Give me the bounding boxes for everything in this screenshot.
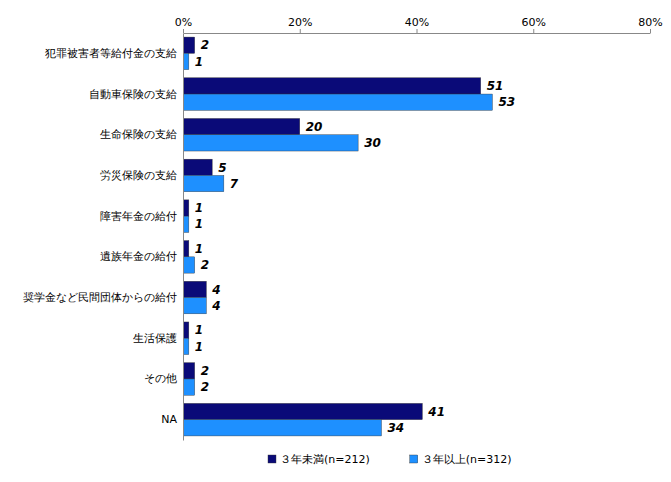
tick: 労災保険の支給 — [100, 169, 183, 182]
data-label: 4 — [211, 299, 220, 313]
data-label: 2 — [201, 258, 209, 272]
category-label: 犯罪被害者等給付金の支給 — [45, 47, 177, 60]
tick: 奨学金など民間団体からの給付 — [23, 291, 183, 304]
data-label: 1 — [195, 340, 203, 354]
category-label: 生命保険の支給 — [100, 128, 177, 141]
tick-mark — [650, 29, 651, 33]
data-label: 2 — [201, 364, 209, 378]
bars — [183, 37, 492, 436]
tick-label: 0% — [175, 16, 192, 29]
data-label: 20 — [306, 120, 323, 134]
tick: 60% — [522, 16, 546, 33]
data-label: 30 — [364, 136, 381, 150]
bar — [183, 257, 195, 273]
tick: その他 — [144, 372, 183, 385]
category-label: 自動車保険の支給 — [89, 88, 177, 101]
tick: NA — [161, 413, 183, 426]
tick-mark — [183, 29, 184, 33]
axis-line — [183, 34, 184, 441]
axis-line — [184, 33, 651, 34]
data-label: 2 — [201, 380, 209, 394]
bar — [183, 298, 206, 314]
tick: 生命保険の支給 — [100, 128, 183, 141]
tick: 遺族年金の給付 — [100, 250, 183, 263]
legend-label: ３年未満(n=212) — [280, 453, 370, 466]
tick-label: 80% — [638, 16, 662, 29]
bar — [183, 78, 481, 94]
y-axis: 犯罪被害者等給付金の支給自動車保険の支給生命保険の支給労災保険の支給障害年金の給… — [23, 34, 184, 441]
legend-item: ３年未満(n=212) — [268, 453, 370, 466]
category-label: 生活保護 — [133, 332, 177, 345]
tick-label: 40% — [405, 16, 429, 29]
tick-label: 20% — [288, 16, 312, 29]
data-label: 4 — [211, 283, 220, 297]
tick: 自動車保険の支給 — [89, 88, 183, 101]
tick: 犯罪被害者等給付金の支給 — [45, 47, 183, 60]
bar — [183, 159, 212, 175]
category-label: NA — [161, 413, 177, 426]
tick: 80% — [638, 16, 662, 33]
data-label: 2 — [201, 38, 209, 52]
tick-mark — [533, 29, 534, 33]
data-label: 1 — [195, 323, 203, 337]
data-label: 34 — [387, 421, 404, 435]
category-label: 障害年金の給付 — [100, 210, 177, 223]
bar — [183, 37, 195, 53]
bar — [183, 379, 195, 395]
legend-item: ３年以上(n=312) — [410, 453, 512, 466]
tick-mark — [417, 29, 418, 33]
bar — [183, 420, 381, 436]
chart: 251205114124115330712412340%20%40%60%80%… — [0, 0, 671, 482]
bar — [183, 175, 224, 191]
plot: 251205114124115330712412340%20%40%60%80%… — [23, 16, 663, 441]
bar — [183, 363, 195, 379]
tick: 0% — [175, 16, 192, 33]
data-label: 51 — [487, 79, 504, 93]
legend-swatch — [268, 455, 276, 463]
bar — [183, 118, 300, 134]
tick-label: 60% — [522, 16, 546, 29]
data-label: 7 — [230, 177, 239, 191]
bar — [183, 281, 206, 297]
legend: ３年未満(n=212) ３年以上(n=312) — [268, 453, 512, 466]
category-label: その他 — [144, 372, 177, 385]
bar — [183, 403, 422, 419]
data-label: 53 — [498, 95, 515, 109]
data-label: 41 — [427, 405, 445, 419]
data-label: 1 — [195, 242, 203, 256]
tick: 20% — [288, 16, 312, 33]
tick-mark — [300, 29, 301, 33]
data-label: 1 — [195, 217, 203, 231]
category-label: 遺族年金の給付 — [100, 250, 177, 263]
legend-label: ３年以上(n=312) — [422, 453, 512, 466]
x-axis: 0% 20% 40% 60% 80% — [175, 16, 663, 34]
category-label: 奨学金など民間団体からの給付 — [23, 291, 177, 304]
tick: 障害年金の給付 — [100, 210, 183, 223]
data-label: 5 — [218, 161, 226, 175]
bar — [183, 135, 358, 151]
legend-swatch — [410, 455, 418, 463]
bar — [183, 94, 492, 110]
tick: 40% — [405, 16, 429, 33]
data-labels: 25120511412411533071241234 — [195, 38, 515, 435]
category-label: 労災保険の支給 — [100, 169, 177, 182]
data-label: 1 — [195, 55, 203, 69]
data-label: 1 — [195, 201, 203, 215]
tick: 生活保護 — [133, 332, 183, 345]
